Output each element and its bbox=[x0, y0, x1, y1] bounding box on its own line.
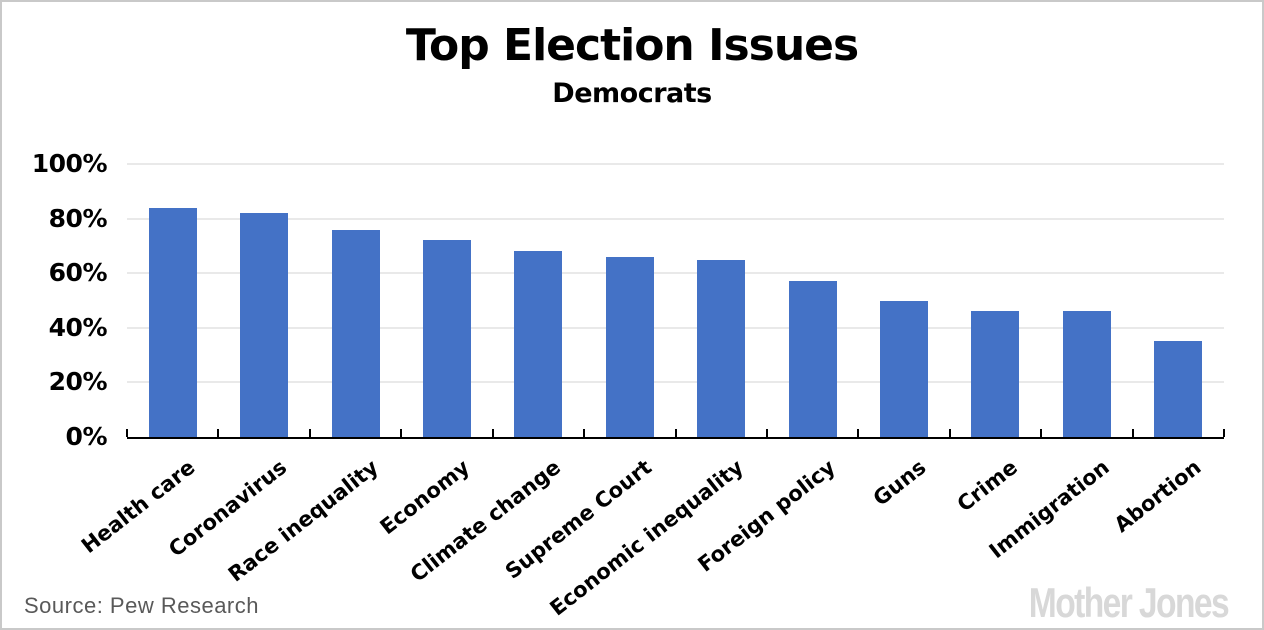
x-axis-tick bbox=[857, 429, 859, 437]
x-axis-tick bbox=[949, 429, 951, 437]
x-label-crime: Crime bbox=[953, 455, 1023, 517]
bar-crime bbox=[971, 311, 1020, 437]
bar-race-inequality bbox=[331, 229, 380, 437]
bar-economy bbox=[422, 240, 471, 437]
plot-area bbox=[126, 163, 1225, 439]
x-axis-tick bbox=[1040, 429, 1042, 437]
bar-foreign-policy bbox=[788, 281, 837, 437]
x-axis-tick bbox=[126, 429, 128, 437]
bar-health-care bbox=[148, 207, 197, 437]
y-axis-labels: 0% 20% 40% 60% 80% 100% bbox=[2, 149, 108, 451]
y-tick-label-100: 100% bbox=[31, 149, 108, 178]
x-label-climate-change: Climate change bbox=[405, 455, 566, 587]
chart-title: Top Election Issues bbox=[405, 20, 859, 71]
x-axis-tick bbox=[766, 429, 768, 437]
x-axis-tick bbox=[400, 429, 402, 437]
gridline-60 bbox=[127, 272, 1224, 275]
bar-abortion bbox=[1154, 341, 1203, 437]
x-axis-tick bbox=[1223, 429, 1225, 437]
bar-supreme-court bbox=[605, 256, 654, 437]
y-tick-label-40: 40% bbox=[48, 312, 108, 342]
x-label-guns: Guns bbox=[869, 455, 931, 511]
x-axis-tick bbox=[309, 429, 311, 437]
bar-immigration bbox=[1062, 311, 1111, 437]
x-label-abortion: Abortion bbox=[1109, 455, 1206, 538]
gridline-20 bbox=[127, 381, 1224, 384]
bar-guns bbox=[880, 300, 929, 437]
x-axis-tick bbox=[583, 429, 585, 437]
gridline-80 bbox=[127, 217, 1224, 220]
bar-climate-change bbox=[514, 251, 563, 437]
bar-economic-inequality bbox=[697, 259, 746, 437]
source-credit: Source: Pew Research bbox=[24, 593, 259, 618]
gridline-40 bbox=[127, 326, 1224, 329]
x-label-race-inequality: Race inequality bbox=[223, 455, 383, 587]
chart-subtitle: Democrats bbox=[552, 78, 712, 109]
x-axis-tick bbox=[675, 429, 677, 437]
y-tick-label-60: 60% bbox=[48, 258, 108, 288]
mother-jones-logo: Mother Jones bbox=[1028, 579, 1230, 626]
gridline-100 bbox=[127, 163, 1224, 165]
x-axis-labels: Health care Coronavirus Race inequality Eco… bbox=[77, 445, 1224, 621]
y-tick-label-0: 0% bbox=[65, 422, 108, 451]
bar-coronavirus bbox=[240, 213, 289, 437]
y-tick-label-80: 80% bbox=[48, 203, 108, 233]
x-axis-tick bbox=[217, 429, 219, 437]
x-axis-tick bbox=[1132, 429, 1134, 437]
x-axis-tick bbox=[492, 429, 494, 437]
y-tick-label-20: 20% bbox=[48, 367, 108, 397]
